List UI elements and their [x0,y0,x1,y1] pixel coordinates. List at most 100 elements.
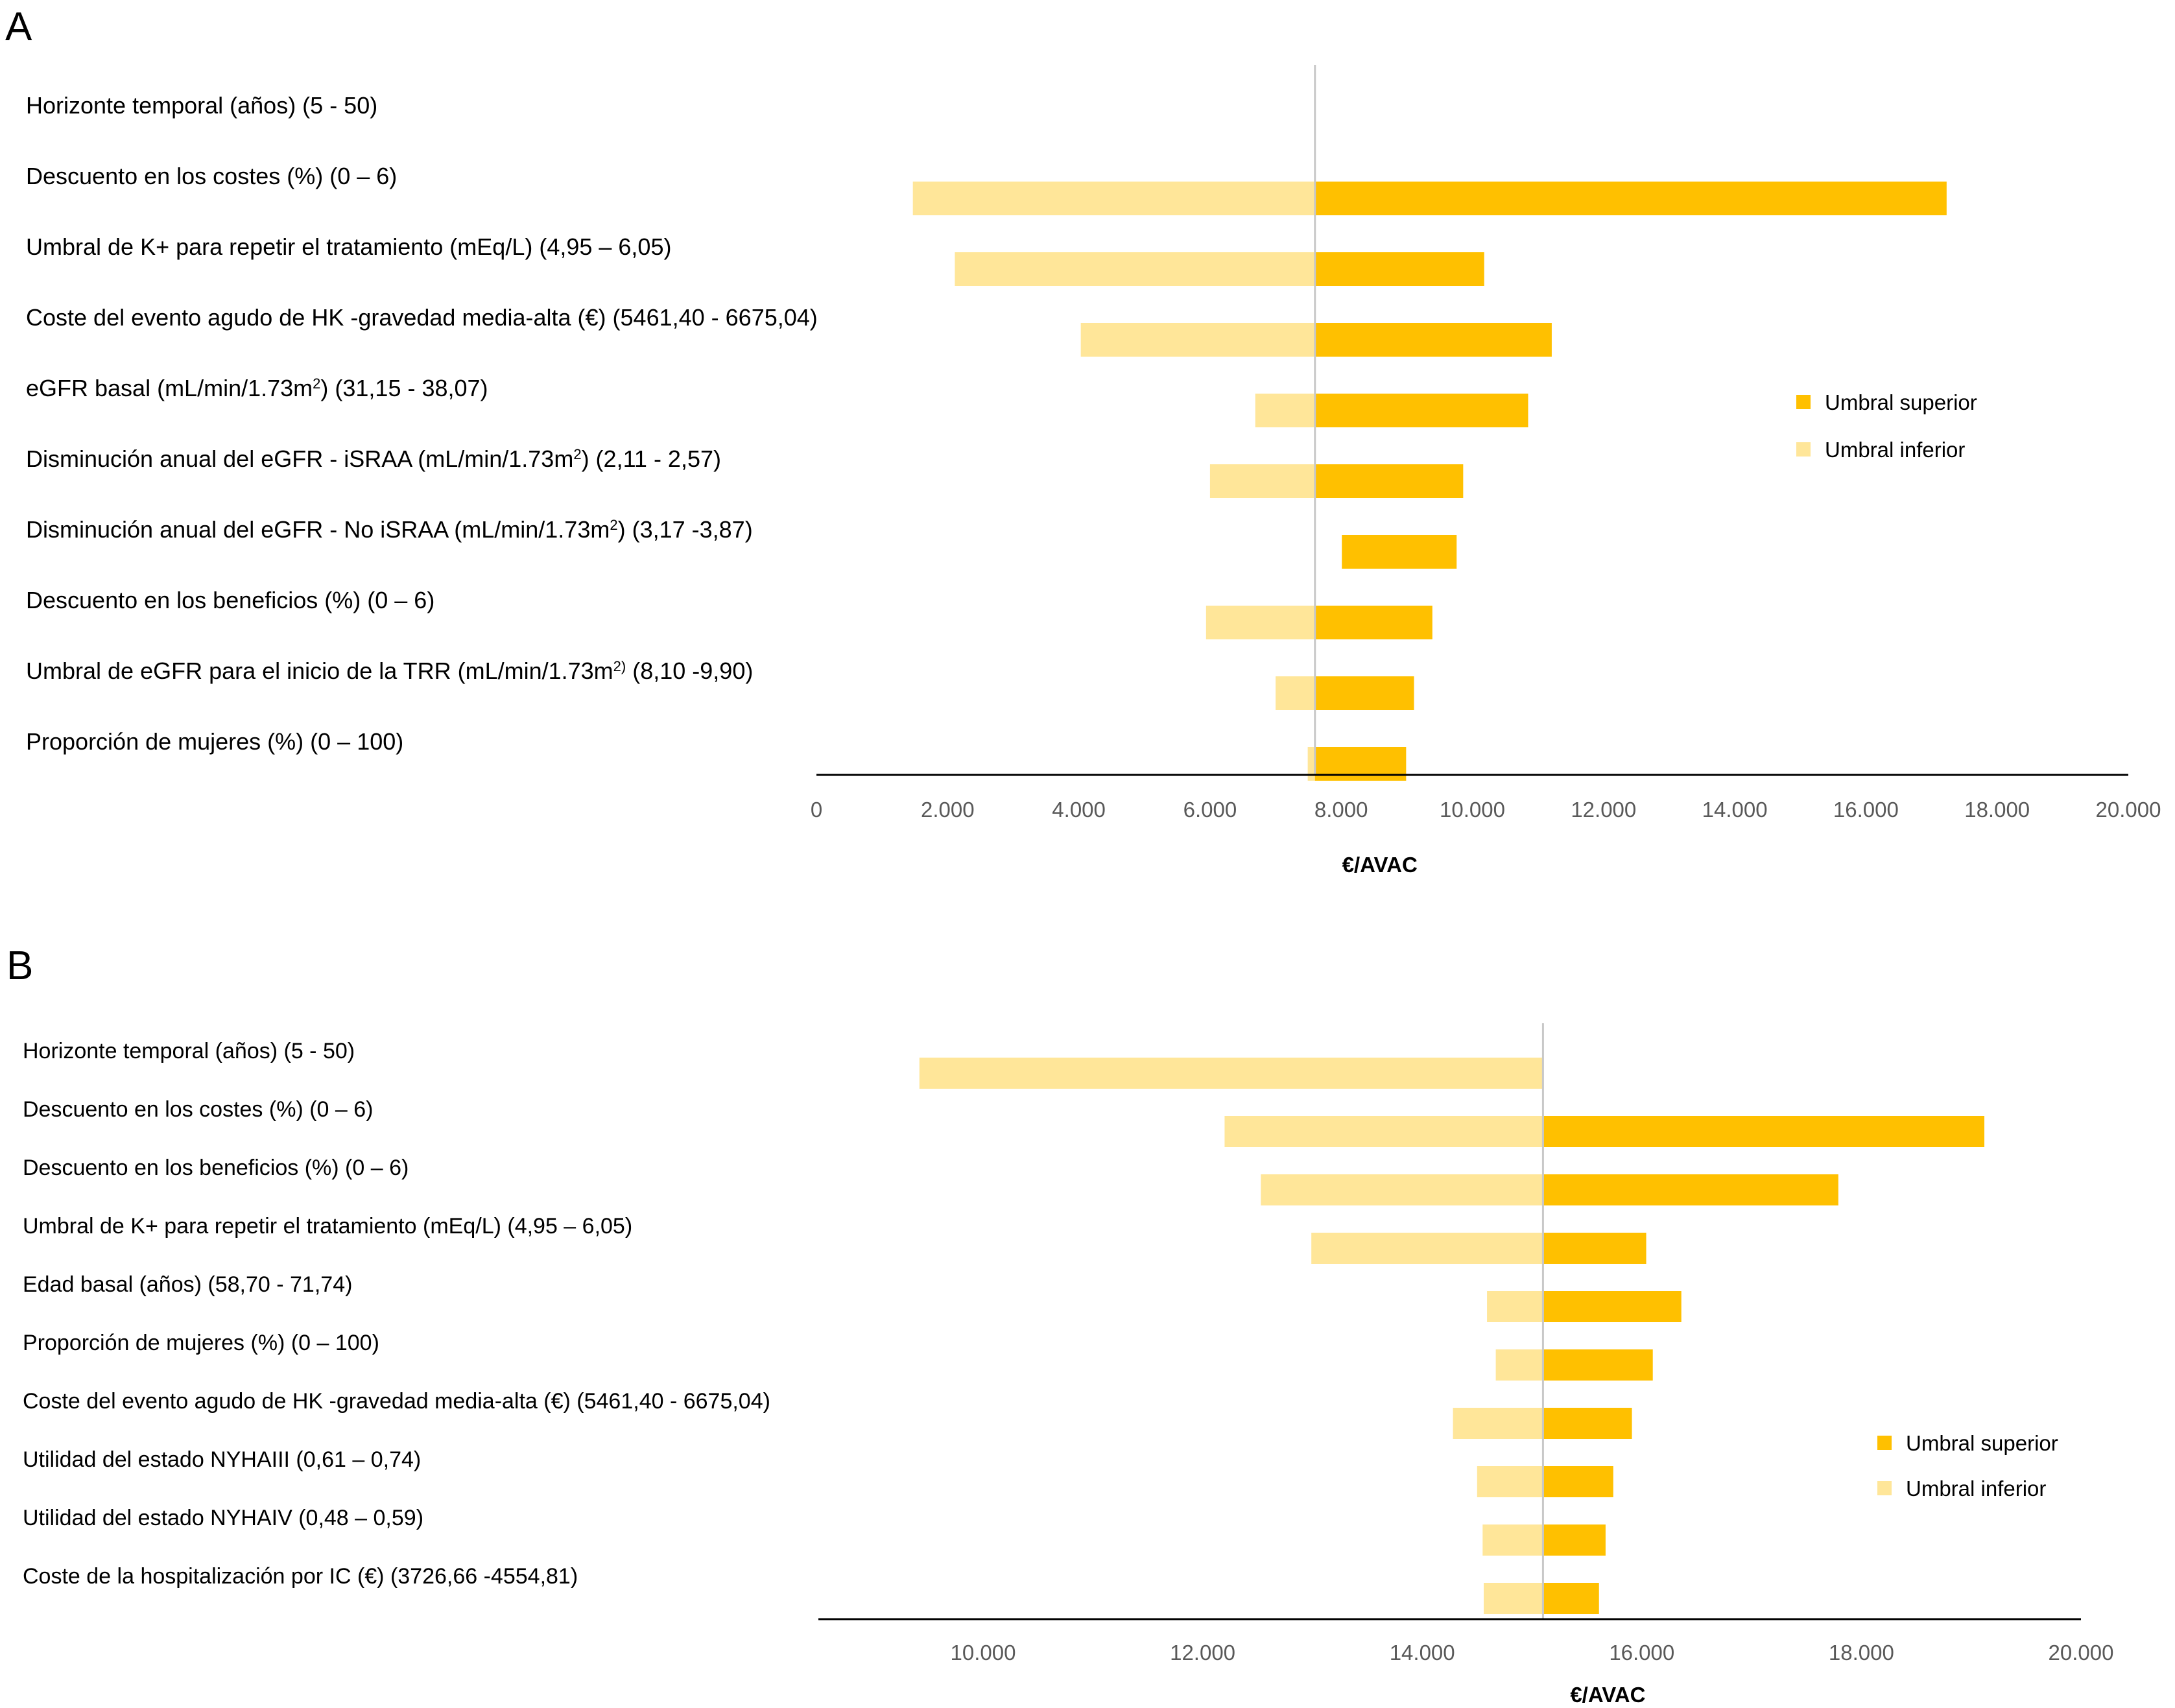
panel-letter-a: A [5,5,32,49]
row-label-text: eGFR basal (mL/min/1.73m [26,375,313,401]
bar-umbral-superior [1314,606,1432,639]
row-labels-a: Horizonte temporal (años) (5 - 50) Descue… [26,92,818,755]
tornado-chart-a: Horizonte temporal (años) (5 - 50) Descue… [26,65,2161,877]
row-label-text: Utilidad del estado NYHAIII (0,61 – 0,74… [23,1447,421,1472]
row-label: Disminución anual del eGFR - No iSRAA (m… [26,516,753,543]
row-label-text: Proporción de mujeres (%) (0 – 100) [23,1331,379,1355]
bar-umbral-superior [1543,1524,1606,1556]
x-axis-title: €/AVAC [1342,853,1418,877]
row-label-superscript: 2 [313,375,320,391]
row-label-range: ) (3,17 -3,87) [618,516,753,543]
bar-umbral-superior [1543,1233,1646,1264]
row-label-text: Descuento en los beneficios (%) (0 – 6) [26,587,434,613]
bars-b [919,1058,1985,1614]
row-label-text: Umbral de K+ para repetir el tratamiento… [23,1214,632,1239]
legend-swatch [1877,1436,1892,1450]
x-tick-label: 20.000 [2096,798,2161,822]
row-label: Horizonte temporal (años) (5 - 50) [23,1039,355,1063]
bar-umbral-superior [1543,1174,1838,1205]
row-label-text: Umbral de K+ para repetir el tratamiento… [26,233,671,260]
row-label-range: ) (2,11 - 2,57) [582,445,721,472]
bar-umbral-inferior [1224,1116,1543,1147]
row-label: Descuento en los costes (%) (0 – 6) [26,163,397,189]
bar-umbral-superior [1314,252,1484,286]
bar-umbral-inferior [1477,1466,1543,1497]
x-tick-label: 16.000 [1833,798,1899,822]
bar-umbral-inferior [1261,1174,1543,1205]
legend-swatch [1796,442,1811,457]
row-label-text: Edad basal (años) (58,70 - 71,74) [23,1272,352,1297]
row-label-text: Utilidad del estado NYHAIV (0,48 – 0,59) [23,1506,423,1530]
bars-a [912,182,1947,781]
bar-umbral-inferior [1307,747,1315,781]
row-label: Coste de la hospitalización por IC (€) (… [23,1564,578,1589]
x-tick-label: 6.000 [1183,798,1237,822]
x-tick-label: 0 [811,798,822,822]
row-label-superscript: 2 [573,445,581,462]
bar-umbral-inferior [912,182,1315,215]
legend-label: Umbral inferior [1906,1477,2046,1500]
row-label: Utilidad del estado NYHAIII (0,61 – 0,74… [23,1447,421,1472]
bar-umbral-superior [1314,394,1528,427]
row-label-superscript: 2 [610,516,617,532]
row-label: eGFR basal (mL/min/1.73m2) (31,15 - 38,0… [26,375,488,401]
row-label: Utilidad del estado NYHAIV (0,48 – 0,59) [23,1506,423,1530]
bar-umbral-superior [1543,1349,1653,1381]
row-label-text: Coste del evento agudo de HK -gravedad m… [23,1389,770,1414]
x-tick-label: 12.000 [1571,798,1636,822]
row-label: Coste del evento agudo de HK -gravedad m… [23,1389,770,1414]
tornado-chart-b: Horizonte temporal (años) (5 - 50) Descue… [23,1023,2113,1707]
row-label: Disminución anual del eGFR - iSRAA (mL/m… [26,445,721,472]
row-labels-b: Horizonte temporal (años) (5 - 50) Descue… [23,1039,770,1589]
row-label-text: Coste de la hospitalización por IC (€) (… [23,1564,578,1589]
bar-umbral-inferior [1080,323,1315,357]
bar-umbral-superior [1543,1291,1682,1322]
x-tick-label: 16.000 [1609,1641,1674,1665]
row-label: Descuento en los beneficios (%) (0 – 6) [23,1156,409,1180]
row-label: Proporción de mujeres (%) (0 – 100) [26,728,403,755]
row-label-text: Descuento en los beneficios (%) (0 – 6) [23,1156,409,1180]
row-label-range: ) (31,15 - 38,07) [320,375,488,401]
bar-umbral-superior [1543,1408,1632,1439]
bar-umbral-inferior [1483,1583,1543,1614]
x-tick-label: 14.000 [1390,1641,1455,1665]
row-label-text: Horizonte temporal (años) (5 - 50) [23,1039,355,1063]
bar-umbral-superior [1314,323,1552,357]
bar-umbral-inferior [919,1058,1543,1089]
bar-umbral-superior [1543,1466,1613,1497]
bar-umbral-inferior [1453,1408,1543,1439]
bar-umbral-superior [1314,464,1464,498]
legend-swatch [1877,1481,1892,1495]
x-axis-a: 0 2.000 4.000 6.000 8.000 10.000 12.000 14.000 1… [811,65,2161,877]
bar-umbral-inferior [1206,606,1315,639]
bar-umbral-inferior [1487,1291,1543,1322]
panel-letter-b: B [6,943,34,988]
row-label-range: (8,10 -9,90) [626,658,753,684]
x-tick-label: 12.000 [1170,1641,1235,1665]
x-axis-title: €/AVAC [1570,1683,1645,1707]
bar-umbral-inferior [1255,394,1315,427]
x-axis-b: 10.000 12.000 14.000 16.000 18.000 20.000 €/AV… [818,1023,2113,1707]
bar-umbral-superior [1314,182,1947,215]
bar-umbral-inferior [1495,1349,1543,1381]
row-label: Descuento en los beneficios (%) (0 – 6) [26,587,434,613]
legend-label: Umbral superior [1825,390,1977,414]
legend-b: Umbral superior Umbral inferior [1877,1431,2058,1500]
row-label-text: Disminución anual del eGFR - No iSRAA (m… [26,516,610,543]
x-tick-label: 18.000 [1964,798,2030,822]
legend-a: Umbral superior Umbral inferior [1796,390,1977,462]
row-label: Proporción de mujeres (%) (0 – 100) [23,1331,379,1355]
row-label-text: Proporción de mujeres (%) (0 – 100) [26,728,403,755]
bar-umbral-superior [1543,1116,1985,1147]
legend-label: Umbral inferior [1825,438,1965,462]
x-tick-label: 10.000 [950,1641,1016,1665]
row-label-text: Disminución anual del eGFR - iSRAA (mL/m… [26,445,573,472]
row-label: Descuento en los costes (%) (0 – 6) [23,1097,373,1122]
x-tick-label: 8.000 [1314,798,1368,822]
x-tick-label: 10.000 [1440,798,1505,822]
row-label: Umbral de K+ para repetir el tratamiento… [26,233,671,260]
bar-umbral-inferior [1276,676,1315,710]
bar-umbral-superior [1314,676,1414,710]
bar-umbral-superior [1342,535,1457,569]
row-label-superscript: 2) [613,658,626,674]
